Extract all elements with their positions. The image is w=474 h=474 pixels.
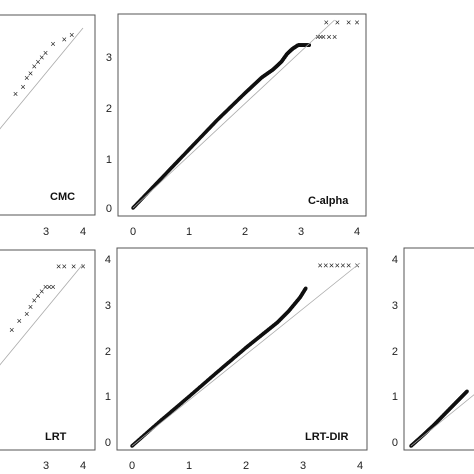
panel-right: 0 1 2 3 4 — [392, 247, 474, 451]
x-tick-label: 2 — [242, 226, 248, 238]
qq-point: × — [24, 309, 29, 319]
panel-label: LRT — [45, 431, 67, 443]
qq-point: × — [43, 48, 48, 58]
panel-frame — [0, 14, 96, 216]
points-group: ××××××××× × × — [13, 30, 75, 99]
qq-point: × — [324, 18, 329, 28]
y-tick-label: 2 — [392, 346, 398, 358]
reference-line — [0, 263, 84, 366]
qq-point: × — [332, 32, 337, 42]
qq-point: × — [50, 282, 55, 292]
y-tick-label: 0 — [392, 437, 398, 449]
qq-point: × — [354, 18, 359, 28]
panel-frame — [117, 13, 367, 217]
qq-point: × — [20, 82, 25, 92]
qq-point: × — [35, 57, 40, 67]
x-tick-label: 4 — [80, 226, 86, 238]
reference-line — [0, 27, 84, 130]
y-tick-label: 1 — [106, 154, 112, 166]
x-tick-label: 3 — [43, 460, 49, 472]
panel-c-alpha: ××× × ×× × × × C-alpha 0 1 2 3 4 0 1 2 3 — [106, 13, 367, 238]
qq-point: × — [71, 261, 76, 271]
qq-point — [304, 286, 308, 290]
panel-lrt: ××××××××××× × × × LRT 3 4 — [0, 249, 96, 472]
y-tick-label: 3 — [392, 300, 398, 312]
y-tick-label: 3 — [106, 52, 112, 64]
qq-point: × — [346, 260, 351, 270]
qq-point: × — [39, 286, 44, 296]
points-group: ××× × ×× × × × — [131, 18, 360, 210]
panel-cmc: ××××××××× × × CMC 3 4 — [0, 14, 96, 238]
qq-point: × — [32, 62, 37, 72]
reference-line — [131, 262, 361, 447]
x-tick-label: 2 — [243, 460, 249, 472]
qq-point — [465, 389, 469, 393]
x-tick-label: 3 — [43, 226, 49, 238]
qq-point: × — [56, 261, 61, 271]
panel-label: LRT-DIR — [305, 431, 348, 443]
qq-point: × — [326, 32, 331, 42]
qq-point: × — [9, 325, 14, 335]
qq-point: × — [340, 260, 345, 270]
qq-point: × — [39, 53, 44, 63]
x-tick-label: 3 — [300, 460, 306, 472]
points-group: ××××××× — [130, 260, 360, 448]
y-tick-label: 0 — [106, 203, 112, 215]
panel-frame — [403, 247, 474, 451]
qq-point: × — [62, 261, 67, 271]
qq-point: × — [321, 32, 326, 42]
qq-point: × — [13, 89, 18, 99]
qq-point: × — [323, 260, 328, 270]
qq-point: × — [28, 302, 33, 312]
panel-label: CMC — [50, 191, 75, 203]
qq-point: × — [47, 282, 52, 292]
qq-point: × — [80, 261, 85, 271]
y-tick-label: 2 — [105, 346, 111, 358]
qq-point: × — [17, 316, 22, 326]
y-tick-label: 0 — [105, 437, 111, 449]
y-tick-label: 4 — [105, 254, 111, 266]
qq-point: × — [43, 282, 48, 292]
panel-lrt-dir: ××××××× LRT-DIR 0 1 2 3 4 0 1 2 3 4 — [105, 247, 368, 472]
points-group: ××××××××××× × × × — [9, 261, 85, 335]
qq-point: × — [62, 34, 67, 44]
qq-point: × — [69, 30, 74, 40]
qq-point: × — [335, 260, 340, 270]
y-tick-label: 1 — [105, 391, 111, 403]
qq-point: × — [315, 32, 320, 42]
y-tick-label: 3 — [105, 300, 111, 312]
qq-point: × — [318, 32, 323, 42]
x-tick-label: 0 — [130, 226, 136, 238]
y-tick-label: 2 — [106, 103, 112, 115]
qq-point: × — [35, 291, 40, 301]
qq-point: × — [335, 18, 340, 28]
y-tick-label: 4 — [392, 254, 398, 266]
reference-line — [132, 19, 335, 209]
x-tick-label: 4 — [357, 460, 363, 472]
qq-point: × — [28, 69, 33, 79]
points-group — [409, 389, 469, 448]
qq-point: × — [346, 18, 351, 28]
panel-frame — [0, 249, 96, 451]
qq-point: × — [24, 73, 29, 83]
qq-point: × — [50, 39, 55, 49]
x-tick-label: 4 — [80, 460, 86, 472]
x-tick-label: 1 — [186, 226, 192, 238]
x-tick-label: 3 — [298, 226, 304, 238]
panel-label: C-alpha — [308, 195, 349, 207]
reference-line — [410, 394, 474, 447]
panel-frame — [116, 247, 368, 451]
qq-point: × — [32, 295, 37, 305]
x-tick-label: 1 — [186, 460, 192, 472]
qq-point: × — [329, 260, 334, 270]
x-tick-label: 4 — [354, 226, 360, 238]
qq-point: × — [317, 260, 322, 270]
y-tick-label: 1 — [392, 391, 398, 403]
x-tick-label: 0 — [129, 460, 135, 472]
